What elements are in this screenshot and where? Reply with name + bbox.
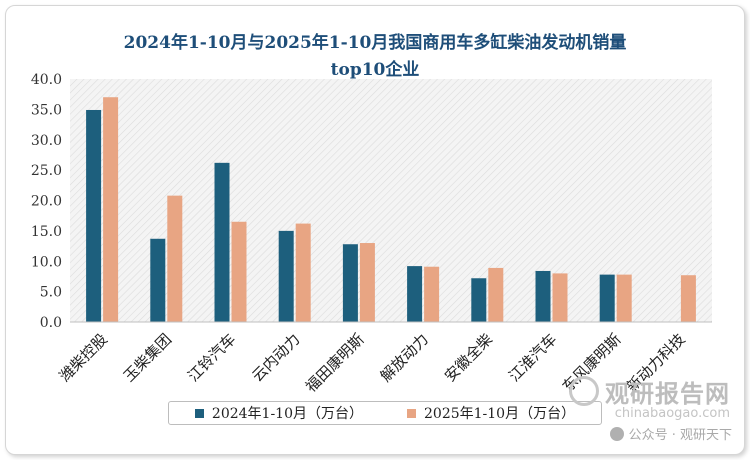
bar-2025	[359, 243, 375, 322]
bar-2024	[599, 274, 615, 322]
x-tick-label: 云内动力	[248, 330, 303, 385]
watermark-logo-icon	[569, 376, 599, 406]
bar-2025	[231, 221, 247, 322]
bar-2024	[278, 230, 294, 322]
bar-2024	[407, 266, 423, 322]
bar-2025	[103, 97, 119, 322]
y-tick-label: 30.0	[31, 133, 62, 149]
y-tick-label: 10.0	[31, 254, 62, 270]
x-tick-label: 玉柴集团	[120, 330, 175, 385]
watermark-sub: chinabaogao.com	[614, 406, 730, 421]
legend-swatch-2025	[407, 408, 416, 418]
chart-title-line1: 2024年1-10月与2025年1-10月我国商用车多缸柴油发动机销量	[123, 33, 627, 53]
legend-item-2025: 2025年1-10月（万台）	[407, 403, 575, 423]
legend-item-2024: 2024年1-10月（万台）	[194, 403, 363, 423]
bar-2024	[342, 244, 358, 322]
bar-2024	[214, 162, 230, 322]
y-tick-label: 0.0	[40, 315, 62, 331]
legend: 2024年1-10月（万台） 2025年1-10月（万台）	[168, 401, 602, 425]
bar-2025	[552, 273, 568, 322]
bar-2025	[616, 274, 632, 322]
x-tick-label: 江铃汽车	[184, 330, 239, 385]
bar-2024	[86, 109, 102, 322]
bar-2024	[535, 270, 551, 322]
x-tick-label: 潍柴控股	[56, 330, 111, 385]
legend-swatch-2024	[194, 408, 204, 418]
y-tick-label: 40.0	[31, 72, 62, 88]
bar-2025	[424, 266, 440, 322]
plot-area	[70, 79, 712, 322]
bar-2024	[471, 278, 487, 322]
bar-2025	[167, 195, 183, 322]
x-tick-label: 福田康明斯	[302, 330, 368, 396]
legend-label-2025: 2025年1-10月（万台）	[424, 406, 576, 422]
watermark-public-text: 公众号 · 观研天下	[628, 428, 732, 443]
wechat-icon	[609, 426, 624, 441]
watermark-public: 公众号 · 观研天下	[609, 424, 732, 443]
y-tick-label: 20.0	[31, 194, 62, 210]
y-tick-label: 35.0	[31, 102, 62, 118]
x-tick-label: 解放动力	[377, 330, 432, 385]
x-tick-label: 安徽全柴	[441, 330, 496, 385]
y-tick-label: 15.0	[31, 224, 62, 240]
legend-label-2024: 2024年1-10月（万台）	[211, 406, 363, 422]
watermark: 观研报告网 chinabaogao.com	[569, 374, 730, 421]
x-tick-label: 江淮汽车	[505, 330, 560, 385]
bar-2025	[680, 275, 696, 322]
chart-title-line2: top10企业	[330, 60, 420, 80]
bar-2025	[488, 267, 504, 322]
bar-2025	[295, 223, 311, 322]
watermark-main: 观研报告网	[605, 380, 730, 408]
y-tick-label: 5.0	[40, 285, 62, 301]
bar-2024	[150, 238, 166, 322]
y-tick-label: 25.0	[31, 163, 62, 179]
